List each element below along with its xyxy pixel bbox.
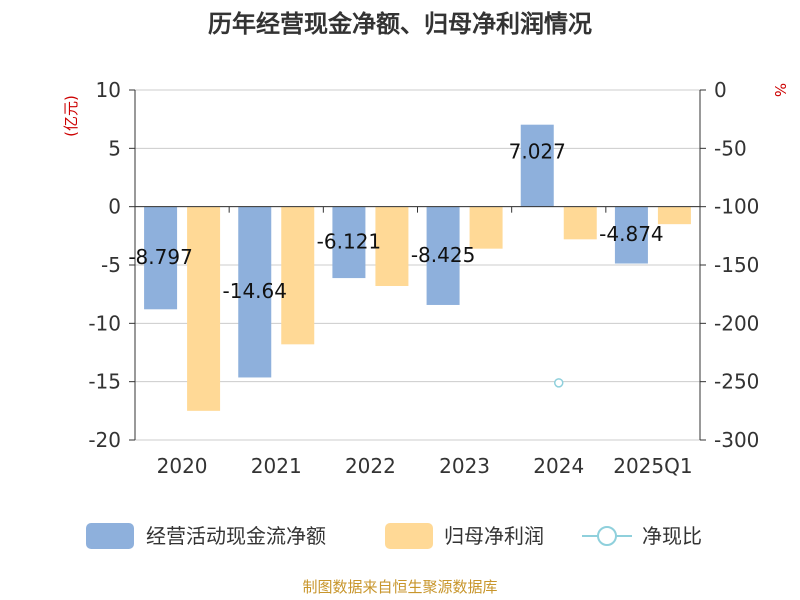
y2-tick-label: -100 bbox=[714, 195, 759, 219]
ratio-point bbox=[554, 378, 564, 388]
y2-tick-label: -150 bbox=[714, 253, 759, 277]
y-tick-label: -10 bbox=[88, 311, 121, 335]
cashflow-data-label: -4.874 bbox=[599, 222, 663, 246]
profit-bar bbox=[469, 206, 503, 249]
right-axis-unit: % bbox=[771, 83, 789, 97]
cashflow-bar bbox=[426, 206, 460, 305]
cashflow-bar bbox=[238, 206, 272, 378]
legend-marker-ratio bbox=[597, 526, 617, 546]
axes: 1050-5-10-15-200-50-100-150-200-250-3002… bbox=[88, 78, 759, 478]
profit-bar bbox=[657, 206, 691, 225]
data-labels: -8.797 -14.64 -6.121 -8.425 7.027 -4.874 bbox=[128, 140, 663, 303]
x-tick-label: 2025Q1 bbox=[613, 454, 692, 478]
x-tick-label: 2020 bbox=[157, 454, 208, 478]
y-tick-label: 10 bbox=[96, 78, 121, 102]
cashflow-data-label: -14.64 bbox=[223, 279, 287, 303]
y-tick-label: 5 bbox=[108, 136, 121, 160]
y2-tick-label: -200 bbox=[714, 311, 759, 335]
x-tick-label: 2022 bbox=[345, 454, 396, 478]
legend-label-cashflow: 经营活动现金流净额 bbox=[146, 524, 326, 548]
cashflow-data-label: -6.121 bbox=[317, 229, 381, 253]
cashflow-data-label: -8.797 bbox=[128, 245, 192, 269]
y-tick-label: -15 bbox=[88, 370, 121, 394]
y2-tick-label: -50 bbox=[714, 136, 747, 160]
legend: 经营活动现金流净额 归母净利润 净现比 bbox=[86, 523, 702, 549]
y-tick-label: 0 bbox=[108, 195, 121, 219]
ratio-points bbox=[554, 378, 564, 388]
bars bbox=[144, 124, 691, 411]
cashflow-bar bbox=[614, 206, 648, 264]
legend-label-ratio: 净现比 bbox=[642, 524, 702, 548]
cashflow-bar bbox=[144, 206, 178, 310]
y-tick-label: -20 bbox=[88, 428, 121, 452]
x-tick-label: 2023 bbox=[439, 454, 490, 478]
x-tick-label: 2021 bbox=[251, 454, 302, 478]
y-tick-label: -5 bbox=[101, 253, 121, 277]
legend-label-profit: 归母净利润 bbox=[444, 524, 544, 548]
profit-bar bbox=[187, 206, 221, 411]
legend-swatch-profit bbox=[385, 523, 433, 549]
source-note: 制图数据来自恒生聚源数据库 bbox=[302, 578, 497, 596]
left-axis-unit: (亿元) bbox=[62, 95, 80, 137]
y2-tick-label: 0 bbox=[714, 78, 727, 102]
y2-tick-label: -250 bbox=[714, 370, 759, 394]
profit-bar bbox=[281, 206, 315, 345]
cashflow-bar bbox=[332, 206, 366, 279]
legend-swatch-cashflow bbox=[86, 523, 134, 549]
profit-bar bbox=[563, 206, 597, 240]
cashflow-bar bbox=[520, 124, 554, 207]
cashflow-data-label: 7.027 bbox=[509, 140, 566, 164]
y2-tick-label: -300 bbox=[714, 428, 759, 452]
chart-title: 历年经营现金净额、归母净利润情况 bbox=[208, 10, 592, 38]
x-tick-label: 2024 bbox=[533, 454, 584, 478]
profit-bar bbox=[375, 206, 409, 286]
cashflow-data-label: -8.425 bbox=[411, 243, 475, 267]
